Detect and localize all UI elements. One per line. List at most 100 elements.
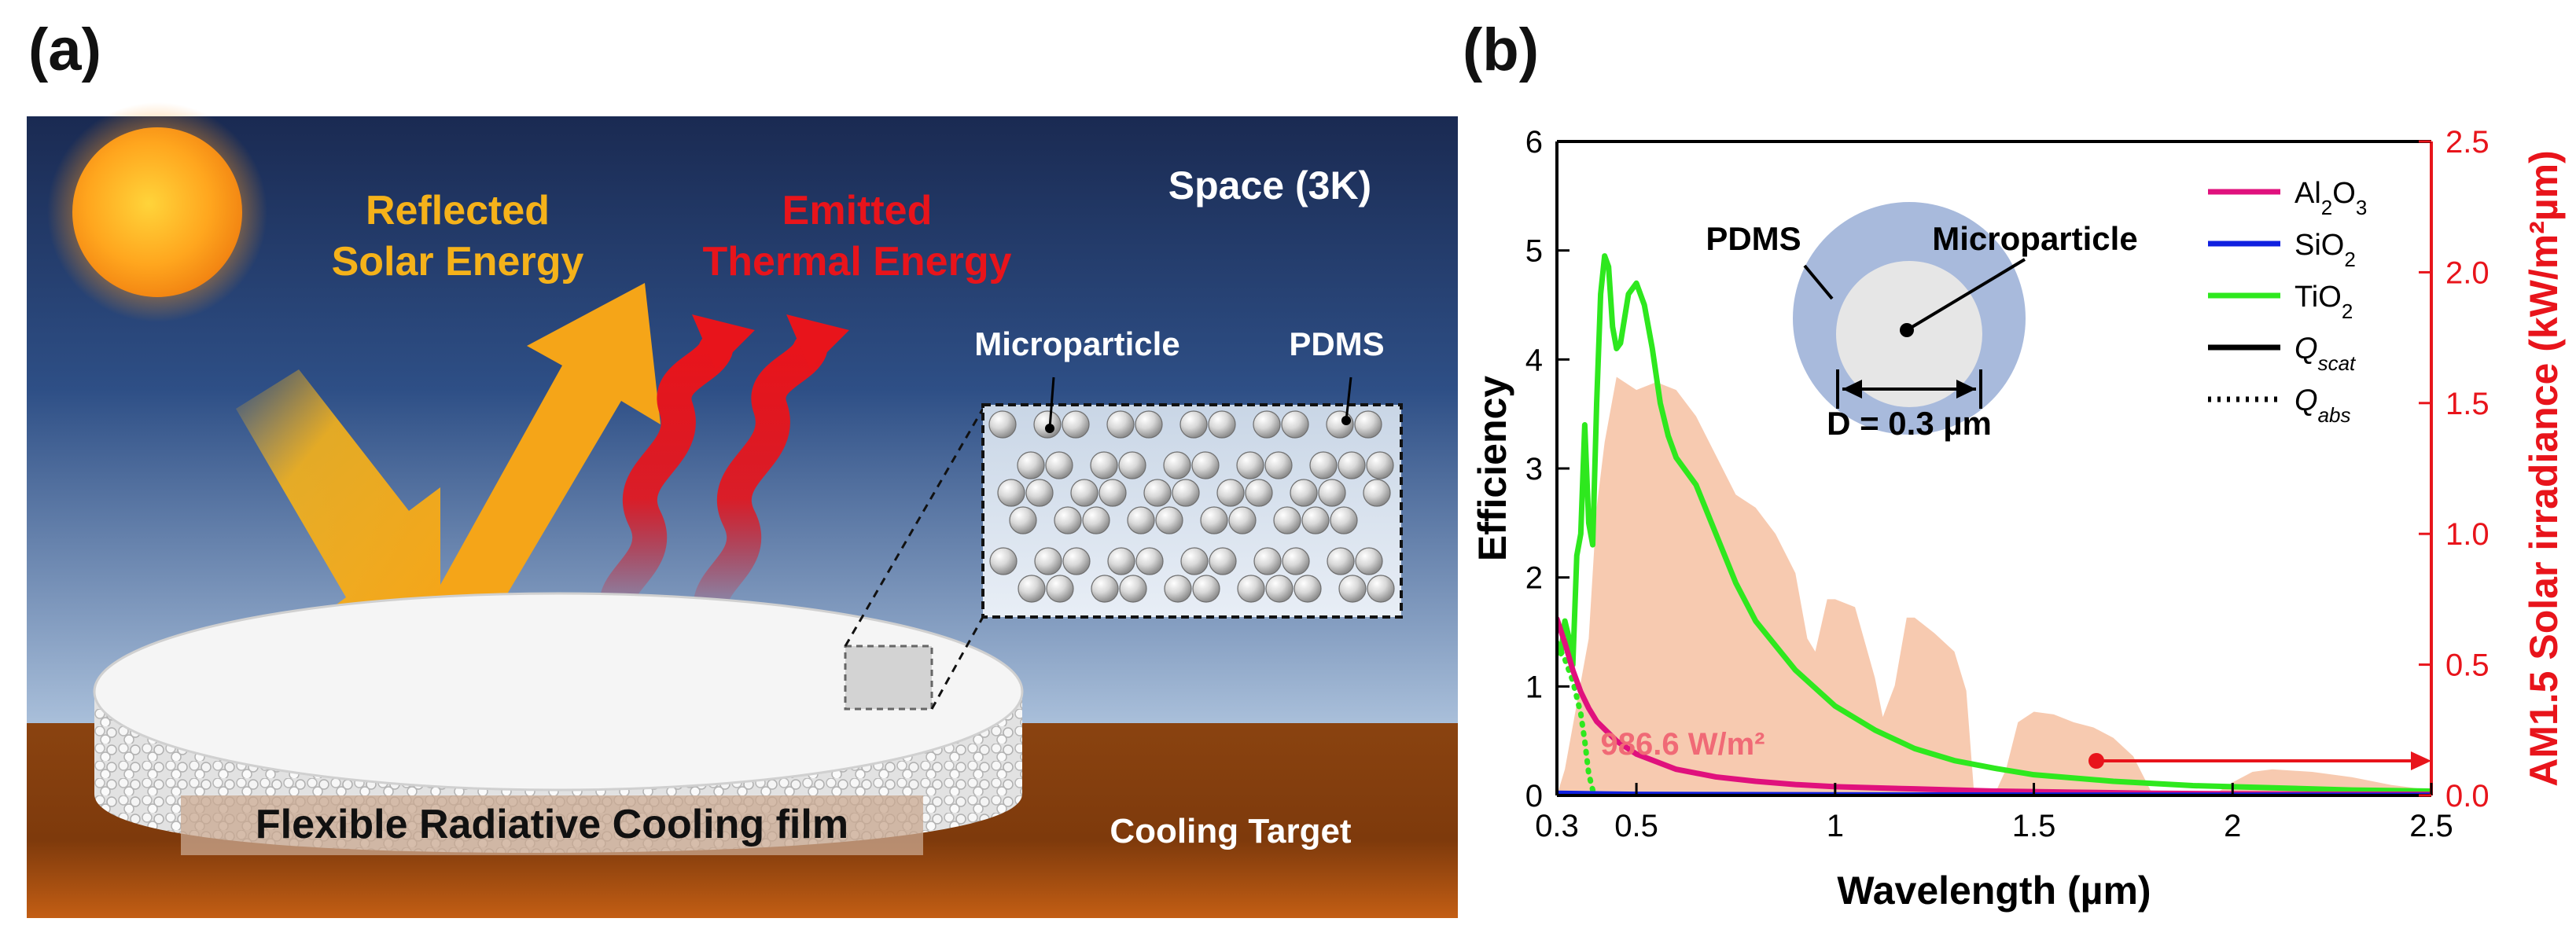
y-tick-label-right: 0.5 [2445,648,2490,683]
microparticle-sphere [1143,479,1172,507]
microparticle-sphere [1018,575,1046,603]
inset-particle-diagram [1793,202,2026,435]
microparticle-sphere [1091,575,1119,603]
microparticle-sphere [1330,506,1358,534]
microparticle-sphere [1046,575,1074,603]
y-tick-label-right: 0.0 [2445,779,2490,814]
space-label: Space (3K) [1168,163,1371,208]
microparticle-sphere [1327,547,1355,575]
series-line-tio2-qscat [1557,253,2431,794]
y-tick-label-left: 1 [1525,670,1543,704]
microparticle-sphere [1355,547,1383,575]
microparticle-sphere [1282,547,1310,575]
reflected-label-line2: Solar Energy [332,239,584,285]
microparticle-sphere [1200,506,1228,534]
microparticle-sphere [1318,479,1346,507]
microparticle-sphere [1236,451,1264,479]
x-axis-label: Wavelength (µm) [1837,869,2151,913]
inset-microparticle-label: Microparticle [974,325,1179,362]
microparticle-sphere [1135,547,1164,575]
microparticle-sphere [1107,547,1135,575]
microparticle-sphere [1245,479,1273,507]
y-tick-label-left: 3 [1525,452,1543,487]
microparticle-sphere [1273,506,1301,534]
y-tick-label-right: 1.5 [2445,387,2490,421]
microparticle-sphere [988,410,1017,439]
microparticle-sphere [1034,547,1062,575]
microparticle-sphere [1208,410,1236,439]
microparticle-sphere [1119,575,1147,603]
cooling-target-label: Cooling Target [1110,812,1352,850]
legend: Al2O3 SiO2 TiO2 Qscat Qabs [2208,177,2367,427]
microparticle-sphere [1253,547,1282,575]
microparticle-sphere [1354,410,1382,439]
microparticle-sphere [1237,575,1265,603]
y-tick-label-left: 2 [1525,561,1543,596]
microparticle-sphere [1135,410,1163,439]
microparticle-sphere [1155,506,1183,534]
microparticle-sphere [1164,575,1192,603]
x-tick-label: 0.5 [1614,809,1658,843]
microparticle-sphere [1179,410,1208,439]
microparticle-sphere [1098,479,1127,507]
y-tick-label-left: 6 [1525,125,1543,160]
emitted-thermal-arrows [598,332,827,638]
panel-b-label: (b) [1463,17,1540,83]
microparticle-sphere [1209,547,1237,575]
microparticle-sphere [989,547,1018,575]
emitted-label-line2: Thermal Energy [702,239,1011,285]
x-tick-label: 1.5 [2012,809,2056,843]
microparticle-sphere [1180,547,1209,575]
microparticle-sphere [1118,451,1146,479]
microparticle-sphere [1290,479,1318,507]
microparticle-sphere [1070,479,1098,507]
microparticle-sphere [1082,506,1110,534]
microparticle-sphere [1367,575,1395,603]
microparticle-sphere [1281,410,1309,439]
legend-label-qscat: Qscat [2294,332,2357,375]
y-tick-label-left: 0 [1525,779,1543,814]
film-label-box [181,795,923,855]
microparticle-sphere [1191,451,1220,479]
y-tick-label-left: 4 [1525,343,1543,377]
microparticle-sphere [1172,479,1200,507]
microparticle-inset [981,403,1403,619]
microparticle-sphere [1163,451,1191,479]
solar-irradiance-area [1557,376,1974,795]
x-tick-label: 1 [1827,809,1844,843]
microparticle-sphere [1294,575,1322,603]
reflected-solar-arrow [425,283,661,641]
microparticle-sphere [1264,451,1293,479]
y-axis-left-label: Efficiency [1470,376,1514,561]
zoom-region [844,645,933,711]
legend-label-sio2: SiO2 [2294,229,2356,271]
inset-diameter-text: D = 0.3 µm [1827,405,1992,442]
microparticle-sphere [1363,479,1391,507]
panel-a-label: (a) [28,17,101,83]
film-label: Flexible Radiative Cooling film [256,802,848,847]
microparticle-sphere [1062,410,1090,439]
sun-icon [72,127,242,297]
microparticle-sphere [1025,479,1054,507]
reflected-label-line1: Reflected [366,188,550,233]
microparticle-sphere [1090,451,1118,479]
y-tick-label-right: 2.5 [2445,125,2490,160]
y-tick-label-left: 5 [1525,234,1543,269]
microparticle-sphere [1309,451,1338,479]
microparticle-sphere [1062,547,1091,575]
legend-label-qabs: Qabs [2294,384,2350,427]
inset-microparticle-text: Microparticle [1932,220,2137,257]
series-line-tio2-qabs [1557,640,2431,795]
x-tick-label: 2 [2224,809,2241,843]
legend-label-tio2: TiO2 [2294,281,2353,323]
y-axis-right-label: AM1.5 Solar irradiance (kW/m²µm) [2522,150,2566,787]
microparticle-sphere [997,479,1025,507]
incoming-solar-arrow [236,369,440,621]
microparticle-sphere [1106,410,1135,439]
emitted-label-line1: Emitted [782,188,933,233]
irradiance-annotation: 986.6 W/m² [1601,727,1765,762]
inset-pdms-text: PDMS [1706,220,1801,257]
inset-pdms-label: PDMS [1289,325,1384,362]
